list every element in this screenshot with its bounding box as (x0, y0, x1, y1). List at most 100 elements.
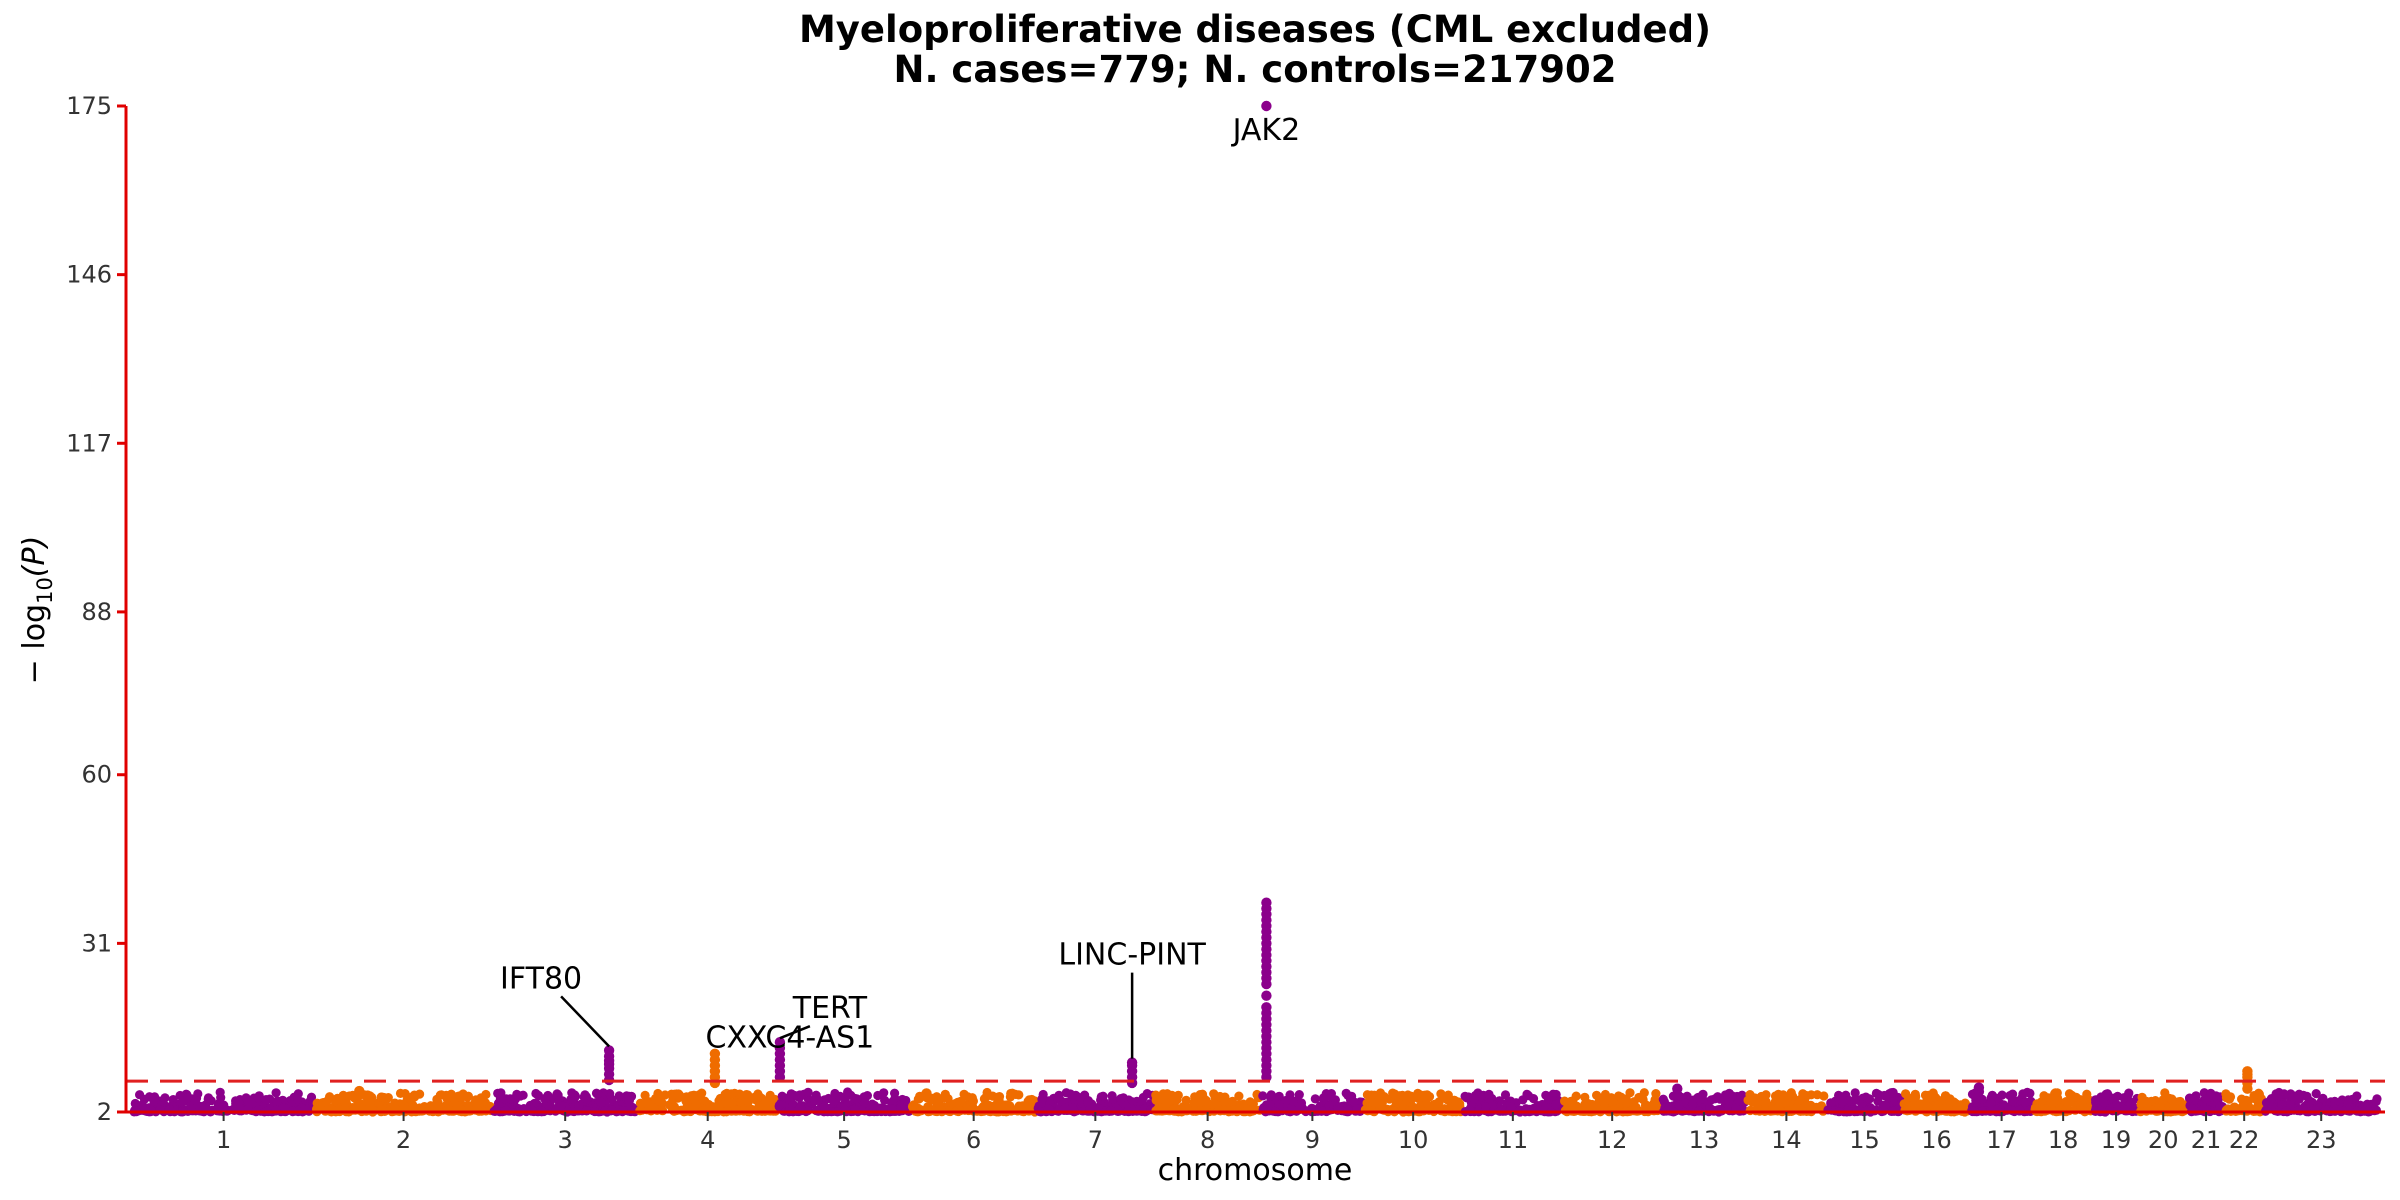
data-point (246, 1098, 256, 1108)
data-point (1760, 1098, 1770, 1108)
data-point (1341, 1088, 1351, 1098)
x-tick-label: 2 (396, 1126, 411, 1154)
y-axis-label-sub: 10 (33, 577, 57, 604)
data-point (943, 1094, 953, 1104)
data-point (1761, 1090, 1771, 1100)
data-point (1621, 1096, 1631, 1106)
data-point (1977, 1094, 1987, 1104)
y-tick-label: 146 (66, 261, 112, 289)
peak-point (921, 1088, 932, 1099)
data-point (1634, 1092, 1644, 1103)
data-point (182, 1093, 192, 1103)
data-point (1484, 1089, 1494, 1099)
y-tick-label: 31 (81, 929, 112, 957)
data-point (1551, 1100, 1561, 1110)
data-point (2311, 1089, 2321, 1099)
x-tick-label: 8 (1200, 1126, 1215, 1154)
data-point (1407, 1094, 1417, 1104)
data-point (1000, 1100, 1011, 1110)
data-point (830, 1088, 840, 1099)
gene-label-tert: TERT (792, 991, 868, 1026)
data-point (1727, 1091, 1737, 1101)
y-axis-label-arg: (P) (17, 536, 52, 578)
data-point (753, 1092, 763, 1102)
data-point (1068, 1102, 1078, 1113)
data-point (1197, 1097, 1207, 1107)
data-point (1674, 1100, 1684, 1110)
data-point (463, 1091, 473, 1101)
data-point (880, 1095, 890, 1105)
x-tick-label: 14 (1771, 1126, 1802, 1154)
data-point (592, 1089, 603, 1099)
x-tick-label: 23 (2306, 1126, 2337, 1154)
x-tick-label: 10 (1398, 1126, 1429, 1154)
data-point (2021, 1097, 2031, 1107)
y-tick-label: 60 (81, 761, 112, 789)
data-point (1928, 1088, 1938, 1098)
data-point (2082, 1089, 2092, 1099)
x-tick-label: 20 (2148, 1126, 2179, 1154)
data-point (1693, 1093, 1703, 1103)
data-point (1778, 1090, 1788, 1100)
data-point (1397, 1090, 1407, 1100)
data-point (2158, 1095, 2168, 1105)
x-tick-label: 3 (558, 1126, 573, 1154)
data-point (1580, 1092, 1590, 1102)
data-point (2206, 1088, 2216, 1098)
data-point (829, 1096, 839, 1106)
data-point (1539, 1101, 1549, 1111)
data-point (774, 1100, 785, 1110)
data-point (379, 1092, 389, 1103)
y-tick-label: 2 (97, 1098, 112, 1126)
x-tick-label: 7 (1088, 1126, 1103, 1154)
data-point (2294, 1094, 2304, 1104)
y-axis-label-group: − log10(P) (17, 536, 57, 685)
data-point (1518, 1095, 1528, 1105)
data-point (1879, 1090, 1889, 1101)
x-tick-label: 13 (1689, 1126, 1720, 1154)
data-point (2271, 1089, 2281, 1099)
data-point (2101, 1089, 2111, 1099)
x-tick-label: 6 (966, 1126, 981, 1154)
data-point (810, 1096, 820, 1106)
data-point (901, 1095, 911, 1106)
data-point (190, 1096, 201, 1106)
data-point (1266, 1092, 1276, 1103)
data-point (1014, 1090, 1024, 1100)
annotation-leader-line (560, 995, 610, 1048)
x-tick-label: 17 (1986, 1126, 2017, 1154)
data-point (674, 1092, 685, 1102)
data-point (2185, 1093, 2195, 1103)
data-point (2007, 1096, 2017, 1106)
data-point (2254, 1088, 2264, 1098)
data-point (505, 1094, 515, 1104)
data-point (1543, 1094, 1553, 1104)
data-point (271, 1105, 281, 1115)
data-point (1161, 1105, 1171, 1115)
y-tick-label: 117 (66, 429, 112, 457)
data-point (1804, 1101, 1814, 1111)
data-point (1747, 1094, 1757, 1104)
data-point (640, 1090, 650, 1100)
data-point (2371, 1096, 2381, 1107)
data-point (852, 1094, 862, 1104)
x-tick-label: 18 (2048, 1126, 2079, 1154)
data-point (1812, 1090, 1822, 1100)
peak-point (1261, 897, 1272, 908)
peak-point (774, 1037, 786, 1048)
data-point (1715, 1094, 1725, 1104)
data-point (722, 1088, 732, 1098)
data-point (994, 1095, 1004, 1105)
data-point (2064, 1097, 2074, 1107)
gene-label-linc-pint: LINC-PINT (1058, 938, 1206, 973)
data-point (2279, 1089, 2289, 1099)
data-point (540, 1094, 550, 1104)
data-point (786, 1089, 796, 1099)
peak-point (354, 1085, 365, 1097)
data-point (2221, 1089, 2231, 1099)
data-point (795, 1102, 806, 1112)
x-tick-label: 5 (836, 1126, 851, 1154)
data-point (1234, 1091, 1244, 1101)
data-point (1388, 1088, 1398, 1098)
data-point (312, 1098, 322, 1108)
